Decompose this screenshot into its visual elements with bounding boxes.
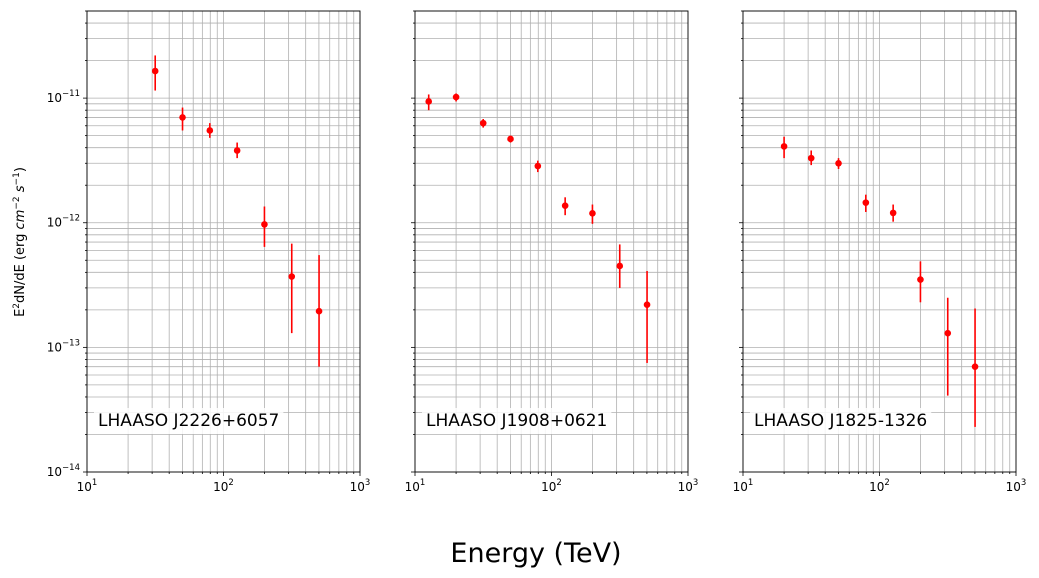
data-point [151,67,159,75]
x-tick-label: 102 [541,478,562,494]
panel-label-box [94,408,284,434]
data-point [616,262,624,270]
y-tick-label: 10−12 [47,214,80,230]
panel-1: 101 102 103 10−14 10−13 10−12 10−11 LHAASO J222… [47,10,371,494]
y-axis-label: E2dN/dE (erg cm−2 s−1) [12,167,28,317]
data-point [889,209,897,217]
data-point [862,199,870,206]
panel-source-label: LHAASO J2226+6057 [98,411,279,431]
plot-frame [742,10,1017,473]
ticks [411,10,689,476]
data-point [643,301,651,308]
x-tick-label: 103 [1006,478,1027,494]
data-point [315,307,323,315]
plot-frame [414,10,689,473]
data-point [452,93,460,101]
panel-source-label: LHAASO J1825-1326 [754,411,927,431]
data-point [288,273,296,280]
grid [414,10,688,473]
data-point [917,276,924,283]
data-point [507,135,514,143]
ticks [83,10,361,476]
data-point [179,114,186,121]
panel-2: 101 102 103 LHAASO J1908+0621 [405,10,699,494]
x-tick-label: 103 [350,478,371,494]
data-point [780,143,788,150]
data-point [425,98,433,105]
x-tick-label: 102 [869,478,890,494]
y-tick-label: 10−13 [47,338,80,354]
data-point [206,127,214,134]
data-point [561,202,569,210]
panel-label-box [422,408,612,434]
panel-label-box [750,408,932,434]
data-series [151,55,323,367]
x-tick-label: 102 [213,478,234,494]
data-point [479,119,487,127]
data-point [835,159,842,167]
data-point [807,154,815,162]
data-point [944,329,952,337]
data-series [780,136,979,427]
y-tick-label: 10−14 [47,463,80,479]
x-tick-label: 103 [678,478,699,494]
y-tick-label: 10−11 [47,89,80,105]
data-point [971,363,979,370]
panel-source-label: LHAASO J1908+0621 [426,411,607,431]
x-tick-label: 101 [733,478,754,494]
grid [86,10,360,473]
panel-3: 101 102 103 LHAASO J1825-1326 [733,10,1027,494]
plot-frame [86,10,361,473]
x-tick-label: 101 [77,478,98,494]
data-point [534,162,542,170]
data-point [261,221,268,228]
x-tick-label: 101 [405,478,426,494]
x-axis-label: Energy (TeV) [450,538,621,569]
panels: 101 102 103 10−14 10−13 10−12 10−11 LHAASO J222… [47,10,1027,494]
data-point [233,147,241,154]
data-series [425,93,651,363]
data-point [589,210,596,217]
